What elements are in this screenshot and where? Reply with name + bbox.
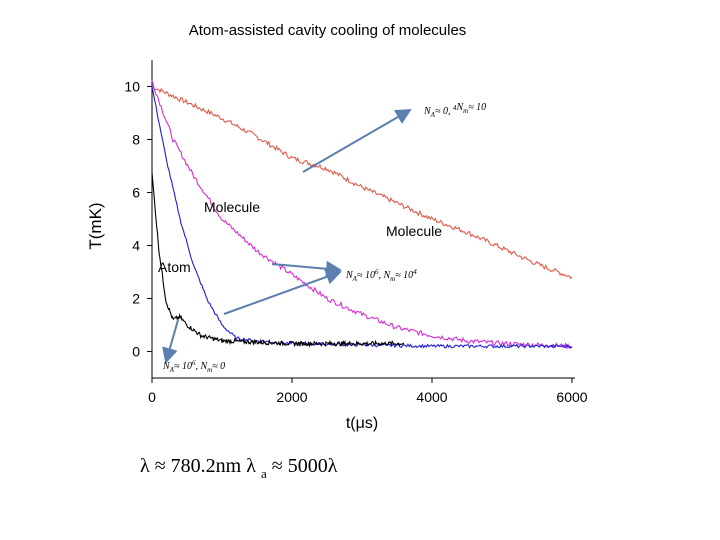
series-line-2 [151, 86, 573, 349]
annotation-arrow [223, 269, 342, 315]
x-axis-label: t(μs) [346, 415, 378, 432]
y-tick-label: 10 [124, 79, 140, 95]
annotation-label: Molecule [386, 223, 442, 239]
chart-title: Atom-assisted cavity cooling of molecule… [188, 22, 467, 39]
annotation-arrow [271, 260, 342, 277]
y-axis-label: T(mK) [86, 202, 105, 249]
series-line-1 [151, 80, 573, 350]
caption-sub: a [261, 466, 267, 481]
caption-post: ≈ 5000λ [272, 455, 338, 477]
y-tick-label: 6 [132, 185, 140, 201]
series-line-3 [151, 172, 405, 348]
annotation-arrow [302, 108, 412, 173]
x-tick-label: 2000 [276, 389, 307, 405]
annotation-math: NA≈ 106, Nm≈ 0 [162, 359, 225, 374]
y-tick-label: 8 [132, 132, 140, 148]
x-tick-label: 4000 [416, 389, 447, 405]
annotation-math: NA≈ 0, 4Nm≈ 10 [423, 102, 486, 119]
annotation-label: Molecule [204, 199, 260, 215]
x-tick-label: 0 [148, 389, 156, 405]
y-tick-label: 0 [132, 344, 140, 360]
caption: λ ≈ 780.2nm λ a ≈ 5000λ [140, 455, 338, 483]
x-tick-label: 6000 [556, 389, 587, 405]
annotation-arrow [162, 319, 179, 364]
caption-pre: λ ≈ 780.2nm λ [140, 455, 256, 477]
annotation-label: Atom [158, 259, 191, 275]
y-tick-label: 2 [132, 291, 140, 307]
annotation-math: NA≈ 106, Nm≈ 104 [345, 268, 417, 283]
y-tick-label: 4 [132, 238, 140, 254]
series-line-0 [151, 85, 573, 280]
